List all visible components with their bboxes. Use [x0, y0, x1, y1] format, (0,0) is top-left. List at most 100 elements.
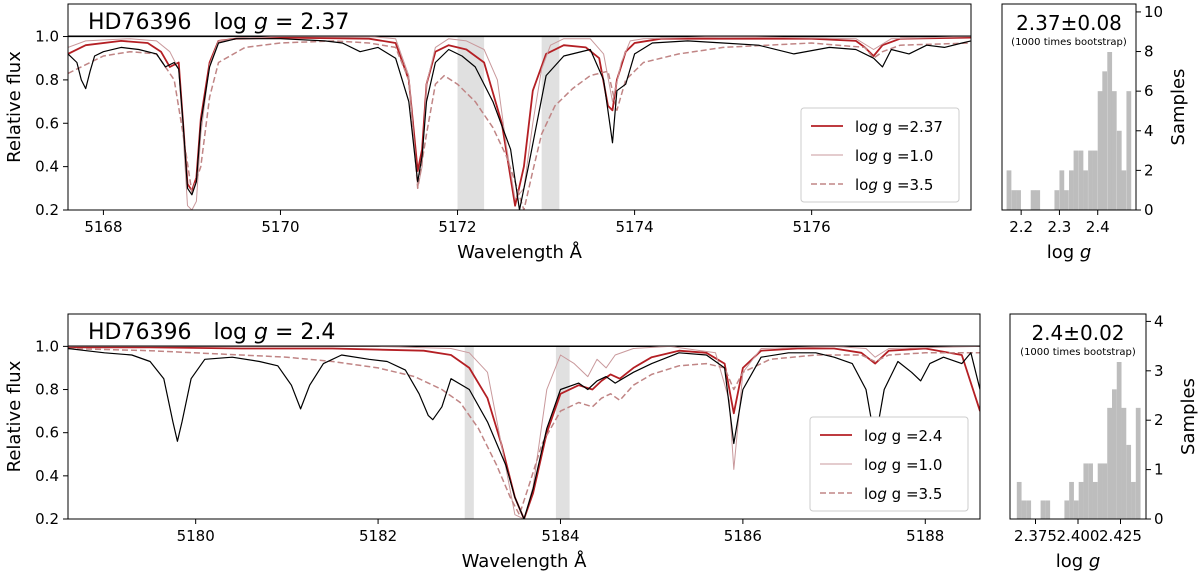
legend-label-g: g [877, 485, 887, 503]
histogram-bar [1006, 170, 1012, 210]
y-tick-label: 2 [1154, 411, 1164, 429]
legend-box [809, 416, 969, 512]
series-line-observed [68, 38, 971, 210]
x-axis-label-log: log [1056, 551, 1089, 572]
series-line-log-g-3-5 [68, 40, 971, 210]
estimate-label: 2.37±0.08 [1016, 11, 1122, 35]
y-tick-label: 0 [1144, 201, 1154, 219]
panel-title-g: g [254, 10, 268, 35]
shaded-region [457, 36, 485, 210]
legend-box [800, 107, 960, 203]
x-tick-label: 5184 [541, 527, 579, 545]
panel-title-star: HD76396 [88, 10, 191, 35]
panel-title-value: = 2.37 [268, 10, 349, 35]
shaded-region [555, 346, 570, 519]
y-tick-label: 4 [1154, 312, 1164, 330]
plot-area [68, 36, 971, 210]
x-axis-label-g: g [1089, 551, 1100, 572]
x-tick-label: 5188 [906, 527, 944, 545]
y-tick-label: 0.2 [35, 510, 59, 528]
x-axis-label-log: log [1047, 242, 1080, 263]
y-tick-label: 0.4 [35, 158, 59, 176]
x-tick-label: 5182 [359, 527, 397, 545]
histogram-bar [1088, 150, 1093, 210]
legend-label-value: g =2.4 [887, 427, 942, 445]
histogram-bar [1069, 481, 1074, 519]
series-line-observed [68, 347, 980, 519]
histogram-bar [1097, 91, 1103, 210]
histogram-bar [1040, 500, 1046, 519]
y-axis-label: Samples [1168, 69, 1189, 146]
x-tick-label: 5174 [615, 218, 653, 236]
x-tick-label: 2.3 [1047, 218, 1071, 236]
y-tick-label: 0.8 [35, 71, 59, 89]
panel-title-g: g [254, 320, 268, 345]
x-tick-label: 5180 [177, 527, 215, 545]
x-axis-label: Wavelength Å [457, 241, 583, 263]
legend-label-value: g =2.37 [878, 118, 943, 136]
legend-label-prefix: lo [864, 456, 877, 474]
y-tick-label: 0 [1154, 510, 1164, 528]
x-tick-label: 2.425 [1099, 527, 1142, 545]
histogram-bar [1059, 170, 1065, 210]
legend-label-value: g =3.5 [887, 485, 942, 503]
legend-label-prefix: lo [855, 118, 868, 136]
x-tick-label: 5168 [84, 218, 122, 236]
legend-label-prefix: lo [864, 427, 877, 445]
x-tick-label: 5176 [793, 218, 831, 236]
histogram-bar [1045, 500, 1051, 519]
legend-label: log g =3.5 [864, 485, 942, 503]
histogram-bar [1016, 190, 1021, 210]
histogram-bar [1088, 463, 1093, 519]
histogram-bar [1107, 11, 1113, 210]
legend-label-g: g [868, 176, 878, 194]
y-tick-label: 0.8 [35, 381, 59, 399]
y-tick-label: 2 [1144, 161, 1154, 179]
histogram-bar [1111, 91, 1117, 210]
histogram-bar [1035, 190, 1041, 210]
histogram-bar [1112, 389, 1117, 519]
histogram-bar [1078, 481, 1084, 519]
shaded-region [464, 346, 474, 519]
histogram-bar [1097, 463, 1103, 519]
y-axis-label: Relative flux [4, 51, 25, 163]
histogram-bar [1016, 481, 1022, 519]
histogram-bar [1069, 170, 1074, 210]
legend-label-g: g [868, 118, 878, 136]
y-tick-label: 8 [1144, 43, 1154, 61]
x-axis-label: Wavelength Å [462, 550, 588, 572]
legend-label-prefix: lo [855, 176, 868, 194]
bootstrap-note: (1000 times bootstrap) [1020, 347, 1136, 358]
axes-frame [67, 313, 981, 520]
legend-label-g: g [868, 147, 878, 165]
histogram-bar [1116, 130, 1122, 210]
legend-label: log g =2.37 [855, 118, 943, 136]
plot-area [68, 346, 980, 519]
histogram-bar [1083, 170, 1088, 210]
y-tick-label: 1.0 [35, 337, 59, 355]
legend-label-prefix: lo [855, 147, 868, 165]
histogram-bar [1054, 190, 1060, 210]
histogram-bar [1073, 150, 1079, 210]
histogram-bar [1083, 463, 1089, 519]
histogram-bar [1021, 500, 1027, 519]
histogram-bar [1131, 481, 1136, 519]
x-tick-label: 5186 [724, 527, 762, 545]
legend-label: log g =1.0 [864, 456, 942, 474]
histogram-bar [1011, 190, 1017, 210]
series-line-log-g-3-5 [68, 347, 980, 516]
estimate-label: 2.4±0.02 [1031, 321, 1124, 345]
legend-label-g: g [877, 456, 887, 474]
histogram-bar [1102, 463, 1108, 519]
histogram-bar [1121, 170, 1127, 210]
x-axis-label-g: g [1080, 242, 1091, 263]
histogram-bar [1126, 91, 1132, 210]
histogram-panel-bottom: 2.4±0.02 (1000 times bootstrap) 2.375 2.400… [1009, 312, 1199, 572]
axes-frame [1001, 3, 1137, 211]
panel-title-star: HD76396 [88, 320, 191, 345]
legend-label-prefix: lo [864, 485, 877, 503]
y-axis-label: Samples [1178, 378, 1199, 455]
series-line-log-g-2-4 [68, 346, 980, 519]
panel-title-logg-word: log [213, 320, 254, 345]
